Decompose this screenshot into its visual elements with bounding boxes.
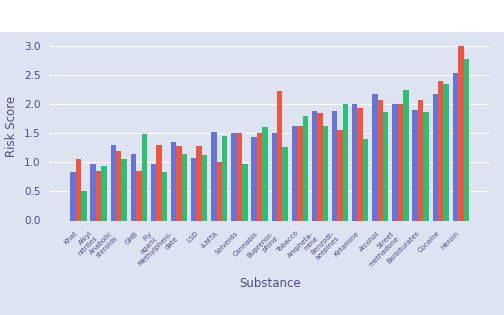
Y-axis label: Risk Score: Risk Score (6, 95, 19, 157)
Bar (292, 126, 297, 220)
Bar (231, 133, 237, 220)
Bar (372, 94, 377, 220)
Bar (101, 166, 107, 220)
Bar (392, 104, 398, 220)
Bar (398, 104, 403, 220)
Bar (403, 90, 409, 220)
Bar (337, 130, 343, 220)
Bar (191, 158, 197, 220)
Bar (343, 104, 348, 220)
Bar (242, 163, 247, 220)
Bar (156, 145, 162, 220)
Bar (110, 145, 116, 220)
Bar (438, 81, 444, 220)
Bar (363, 139, 368, 220)
Bar (171, 142, 176, 220)
Bar (176, 146, 182, 220)
Bar (464, 59, 469, 220)
Bar (211, 132, 217, 220)
Bar (162, 172, 167, 220)
Bar (453, 73, 458, 220)
Bar (262, 128, 268, 220)
Bar (277, 91, 282, 220)
Bar (121, 159, 127, 220)
Bar (237, 133, 242, 220)
Bar (297, 126, 302, 220)
Bar (377, 100, 383, 220)
Bar (317, 113, 323, 220)
Bar (272, 133, 277, 220)
Bar (217, 162, 222, 220)
Bar (131, 154, 136, 220)
Bar (222, 136, 227, 220)
Bar (257, 133, 262, 220)
X-axis label: Substance: Substance (239, 277, 300, 290)
Bar (76, 159, 81, 220)
Bar (202, 155, 207, 220)
Bar (332, 111, 337, 220)
Bar (458, 46, 464, 220)
Bar (142, 135, 147, 220)
Bar (251, 137, 257, 220)
Bar (136, 171, 142, 220)
Bar (323, 126, 328, 220)
Bar (418, 100, 423, 220)
Legend: Social harm (mean), Dependence (mean), Physical harm (mean): Social harm (mean), Dependence (mean), P… (82, 5, 458, 23)
Bar (151, 163, 156, 220)
Bar (282, 147, 288, 220)
Bar (432, 94, 438, 220)
Bar (412, 110, 418, 220)
Bar (312, 111, 317, 220)
Bar (182, 154, 187, 220)
Bar (81, 192, 87, 220)
Bar (357, 108, 363, 220)
Bar (444, 84, 449, 220)
Bar (383, 112, 389, 220)
Bar (71, 172, 76, 220)
Bar (423, 112, 429, 220)
Bar (90, 163, 96, 220)
Bar (352, 104, 357, 220)
Bar (302, 116, 308, 220)
Bar (197, 146, 202, 220)
Bar (116, 151, 121, 220)
Bar (96, 171, 101, 220)
